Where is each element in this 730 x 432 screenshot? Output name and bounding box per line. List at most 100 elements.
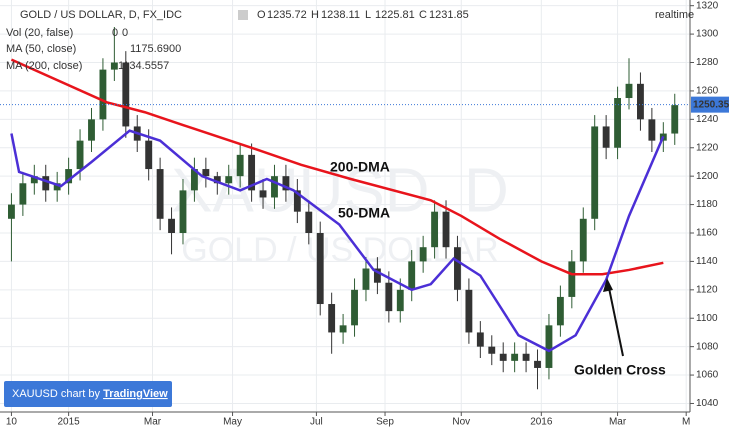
candle-body xyxy=(53,183,61,191)
candle-body xyxy=(488,346,496,354)
candle-body xyxy=(339,325,347,333)
candle-body xyxy=(591,126,599,219)
candle-body xyxy=(556,296,564,326)
candle-body xyxy=(579,218,587,262)
x-tick-label: Mar xyxy=(144,417,162,428)
candle-body xyxy=(213,176,221,184)
x-tick-label: Sep xyxy=(376,417,394,428)
candle-body xyxy=(19,183,27,205)
y-tick-label: 1240 xyxy=(696,114,719,125)
annotation-arrow xyxy=(608,287,624,357)
candle-body xyxy=(499,353,507,361)
candle-body xyxy=(362,268,370,290)
candle-body xyxy=(65,169,73,184)
candle-body xyxy=(110,62,118,70)
candle-body xyxy=(168,218,175,233)
candle-body xyxy=(271,176,278,198)
candle-body xyxy=(545,325,553,368)
candle-body xyxy=(534,360,541,368)
line-label: 200-DMA xyxy=(330,159,390,175)
candle-body xyxy=(293,190,301,212)
x-tick-label: Mar xyxy=(609,417,627,428)
y-axis xyxy=(690,0,730,432)
y-tick-label: 1040 xyxy=(696,398,719,409)
candle-body xyxy=(328,304,336,333)
candle-body xyxy=(476,332,484,347)
candle-body xyxy=(408,261,416,290)
candle-body xyxy=(396,289,404,312)
ma-line xyxy=(10,129,665,353)
y-tick-label: 1180 xyxy=(696,199,718,210)
ohlc-label: C xyxy=(419,9,427,21)
ohlc-value: 1225.81 xyxy=(375,9,415,21)
candle-body xyxy=(465,289,473,333)
y-tick-label: 1200 xyxy=(696,171,719,182)
header-icon xyxy=(238,10,248,20)
y-tick-label: 1320 xyxy=(696,0,719,11)
arrow-head xyxy=(603,278,613,292)
candle-body xyxy=(30,176,38,184)
candle-body xyxy=(202,169,210,177)
candle-body xyxy=(99,69,107,120)
candle-body xyxy=(248,154,256,191)
candle-body xyxy=(8,204,15,219)
candle-body xyxy=(316,232,324,305)
candle-body xyxy=(76,140,84,170)
chart-title: GOLD / US DOLLAR, D, FX_IDC xyxy=(20,9,182,21)
candle-body xyxy=(236,154,244,177)
realtime: realtime xyxy=(655,9,694,21)
y-tick-label: 1120 xyxy=(696,284,718,295)
x-tick-label: M xyxy=(682,417,690,428)
y-tick-label: 1140 xyxy=(696,256,718,267)
candle-body xyxy=(373,268,381,283)
y-tick-label: 1280 xyxy=(696,57,719,68)
ma-line xyxy=(10,58,664,276)
y-tick-label: 1060 xyxy=(696,370,719,381)
candle-body xyxy=(671,105,679,134)
candle-body xyxy=(648,119,656,141)
x-tick-label: 10 xyxy=(6,417,18,428)
x-tick-label: May xyxy=(223,417,242,428)
footer-text-part: XAUUSD chart by xyxy=(12,388,103,400)
price-tag xyxy=(691,96,729,113)
annotation: Golden Cross xyxy=(574,362,666,378)
candle-body xyxy=(42,176,50,191)
ohlc-value: 1238.11 xyxy=(321,9,360,21)
ohlc-label: H xyxy=(311,9,319,21)
candle-body xyxy=(511,353,519,361)
indicator-label: MA (200, close) xyxy=(6,60,82,72)
y-tick-label: 1080 xyxy=(696,341,719,352)
y-tick-label: 1100 xyxy=(696,313,718,324)
candle-body xyxy=(122,62,130,127)
candle-body xyxy=(282,176,290,191)
watermark: XAUUSD, D xyxy=(171,156,509,225)
candle-body xyxy=(259,190,267,198)
candle-body xyxy=(442,211,450,248)
candle-body xyxy=(385,282,393,312)
footer-badge xyxy=(4,381,172,407)
candle-body xyxy=(156,169,164,219)
y-tick-label: 1160 xyxy=(696,228,718,239)
indicator-value: 1134.5557 xyxy=(118,60,169,72)
candle-body xyxy=(88,119,95,141)
candle-body xyxy=(602,126,610,148)
candle-body xyxy=(568,261,576,297)
candle-body xyxy=(625,83,633,99)
x-tick-label: 2016 xyxy=(530,417,553,428)
price-tag-label: 1250.35 xyxy=(693,99,730,110)
line-label: 50-DMA xyxy=(338,205,390,221)
candle-body xyxy=(305,211,313,233)
candle-body xyxy=(351,289,358,326)
footer-text: XAUUSD chart by TradingView xyxy=(12,388,168,400)
candle-body xyxy=(179,190,187,233)
indicator-value: 1175.6900 xyxy=(130,43,181,55)
ohlc-value: 1235.72 xyxy=(267,9,307,21)
candle-body xyxy=(614,98,621,148)
y-tick-label: 1300 xyxy=(696,29,719,40)
candle-body xyxy=(145,140,153,170)
ohlc-label: O xyxy=(257,9,266,21)
candle-body xyxy=(225,176,233,184)
footer-link[interactable]: TradingView xyxy=(103,388,168,400)
